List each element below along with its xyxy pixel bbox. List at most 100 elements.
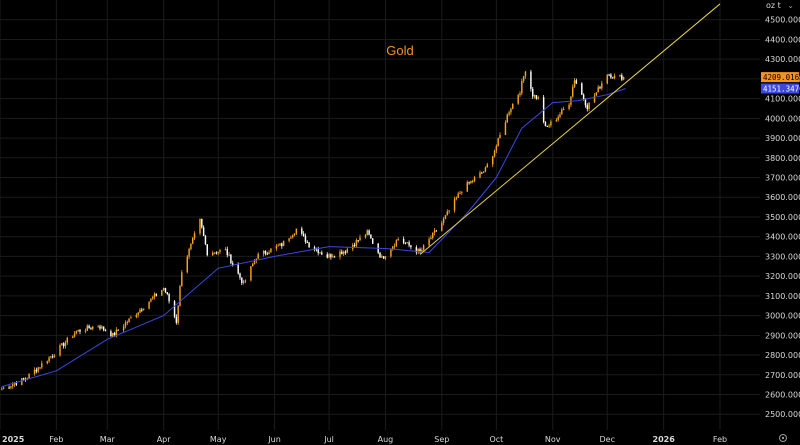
candle-body bbox=[584, 99, 587, 106]
candle-body bbox=[148, 301, 150, 309]
candle-body bbox=[62, 343, 65, 347]
price-tag-label: 4151.3470 bbox=[763, 84, 800, 93]
trendline[interactable] bbox=[419, 3, 721, 255]
candle-body bbox=[126, 322, 128, 324]
candle-body bbox=[555, 120, 558, 122]
candle-body bbox=[35, 369, 38, 372]
candle-body bbox=[301, 228, 303, 234]
candle-body bbox=[306, 242, 308, 244]
x-axis[interactable]: 2025 Feb Mar Apr May Jun Jul Aug Sep Oct Nov Dec 202… bbox=[2, 435, 727, 444]
candle-body bbox=[522, 76, 525, 81]
candle-body bbox=[326, 254, 328, 258]
candle-body bbox=[175, 316, 178, 323]
candle-body bbox=[406, 242, 408, 244]
x-tick-label: Sep bbox=[434, 435, 449, 444]
candle-body bbox=[606, 74, 608, 84]
candle-body bbox=[97, 326, 99, 328]
candle-body bbox=[244, 280, 247, 282]
candle-body bbox=[459, 192, 461, 194]
candle-body bbox=[595, 92, 598, 96]
candle-body bbox=[588, 102, 590, 109]
candle-body bbox=[599, 87, 601, 89]
candle-body bbox=[613, 75, 616, 78]
y-tick-label: 2800.0000 bbox=[765, 351, 800, 360]
candle-body bbox=[444, 215, 447, 219]
candle-body bbox=[333, 256, 336, 258]
candle-body bbox=[342, 251, 345, 254]
y-tick-label: 3700.0000 bbox=[765, 174, 800, 183]
candle-body bbox=[192, 238, 194, 244]
candle-body bbox=[164, 288, 167, 293]
candle-body bbox=[330, 254, 332, 258]
candle-body bbox=[128, 318, 130, 323]
y-tick-label: 3800.0000 bbox=[765, 154, 800, 163]
candle-body bbox=[112, 332, 114, 337]
candle-body bbox=[153, 293, 156, 298]
candle-body bbox=[468, 182, 470, 184]
candle-body bbox=[546, 125, 548, 127]
candle-body bbox=[173, 301, 176, 317]
candle-body bbox=[101, 326, 103, 329]
candle-body bbox=[64, 342, 67, 347]
y-tick-label: 4100.0000 bbox=[765, 95, 800, 104]
candle-body bbox=[252, 263, 254, 267]
candle-body bbox=[122, 326, 125, 331]
x-tick-label: May bbox=[210, 435, 227, 444]
candle-body bbox=[466, 182, 468, 192]
candle-body bbox=[621, 75, 623, 80]
candle-body bbox=[432, 232, 434, 238]
candle-body bbox=[379, 252, 381, 258]
candle-body bbox=[232, 263, 234, 265]
y-axis[interactable]: 4500.00004400.00004300.00004200.00004100… bbox=[765, 16, 800, 419]
candle-body bbox=[586, 105, 588, 109]
candle-body bbox=[499, 134, 501, 139]
candle-body bbox=[473, 177, 476, 181]
candle-body bbox=[15, 383, 18, 385]
candle-body bbox=[435, 230, 438, 232]
x-tick-label: Dec bbox=[600, 435, 615, 444]
candle-body bbox=[472, 180, 474, 182]
candle-body bbox=[113, 332, 116, 336]
candle-body bbox=[304, 235, 307, 243]
candle-body bbox=[141, 309, 143, 311]
candle-body bbox=[186, 256, 188, 273]
candle-body bbox=[204, 235, 207, 245]
candle-body bbox=[404, 242, 407, 244]
candle-body bbox=[455, 197, 458, 199]
candle-body bbox=[382, 256, 385, 259]
candle-body bbox=[1, 388, 3, 390]
candle-body bbox=[22, 378, 25, 380]
candle-body bbox=[152, 297, 154, 299]
candle-body bbox=[282, 240, 285, 247]
candle-body bbox=[482, 171, 485, 173]
candle-body bbox=[39, 367, 41, 369]
last-price-tag: 4209.0161 bbox=[761, 72, 800, 83]
chart-title: Gold bbox=[386, 43, 413, 58]
candle-body bbox=[66, 337, 68, 343]
settings-icon[interactable] bbox=[779, 434, 787, 442]
candle-body bbox=[302, 233, 305, 236]
candle-body bbox=[104, 329, 107, 332]
candle-body bbox=[241, 277, 243, 283]
candle-body bbox=[524, 71, 527, 77]
y-tick-label: 3300.0000 bbox=[765, 252, 800, 261]
candle-body bbox=[110, 331, 112, 337]
candle-body bbox=[181, 272, 183, 286]
candle-body bbox=[215, 252, 218, 254]
chevron-down-icon[interactable]: ⌄ bbox=[787, 1, 794, 10]
candle-body bbox=[442, 218, 445, 223]
candle-body bbox=[397, 239, 399, 241]
unit-label: oz t bbox=[766, 1, 781, 10]
candle-body bbox=[84, 330, 87, 332]
candle-body bbox=[162, 288, 165, 290]
candle-body bbox=[393, 245, 396, 247]
candle-body bbox=[137, 312, 139, 315]
y-tick-label: 2500.0000 bbox=[765, 410, 800, 419]
x-tick-label: Jun bbox=[267, 435, 281, 444]
candle-body bbox=[332, 256, 334, 258]
candle-body bbox=[392, 246, 394, 250]
candle-body bbox=[264, 250, 267, 254]
candle-body bbox=[212, 252, 214, 256]
